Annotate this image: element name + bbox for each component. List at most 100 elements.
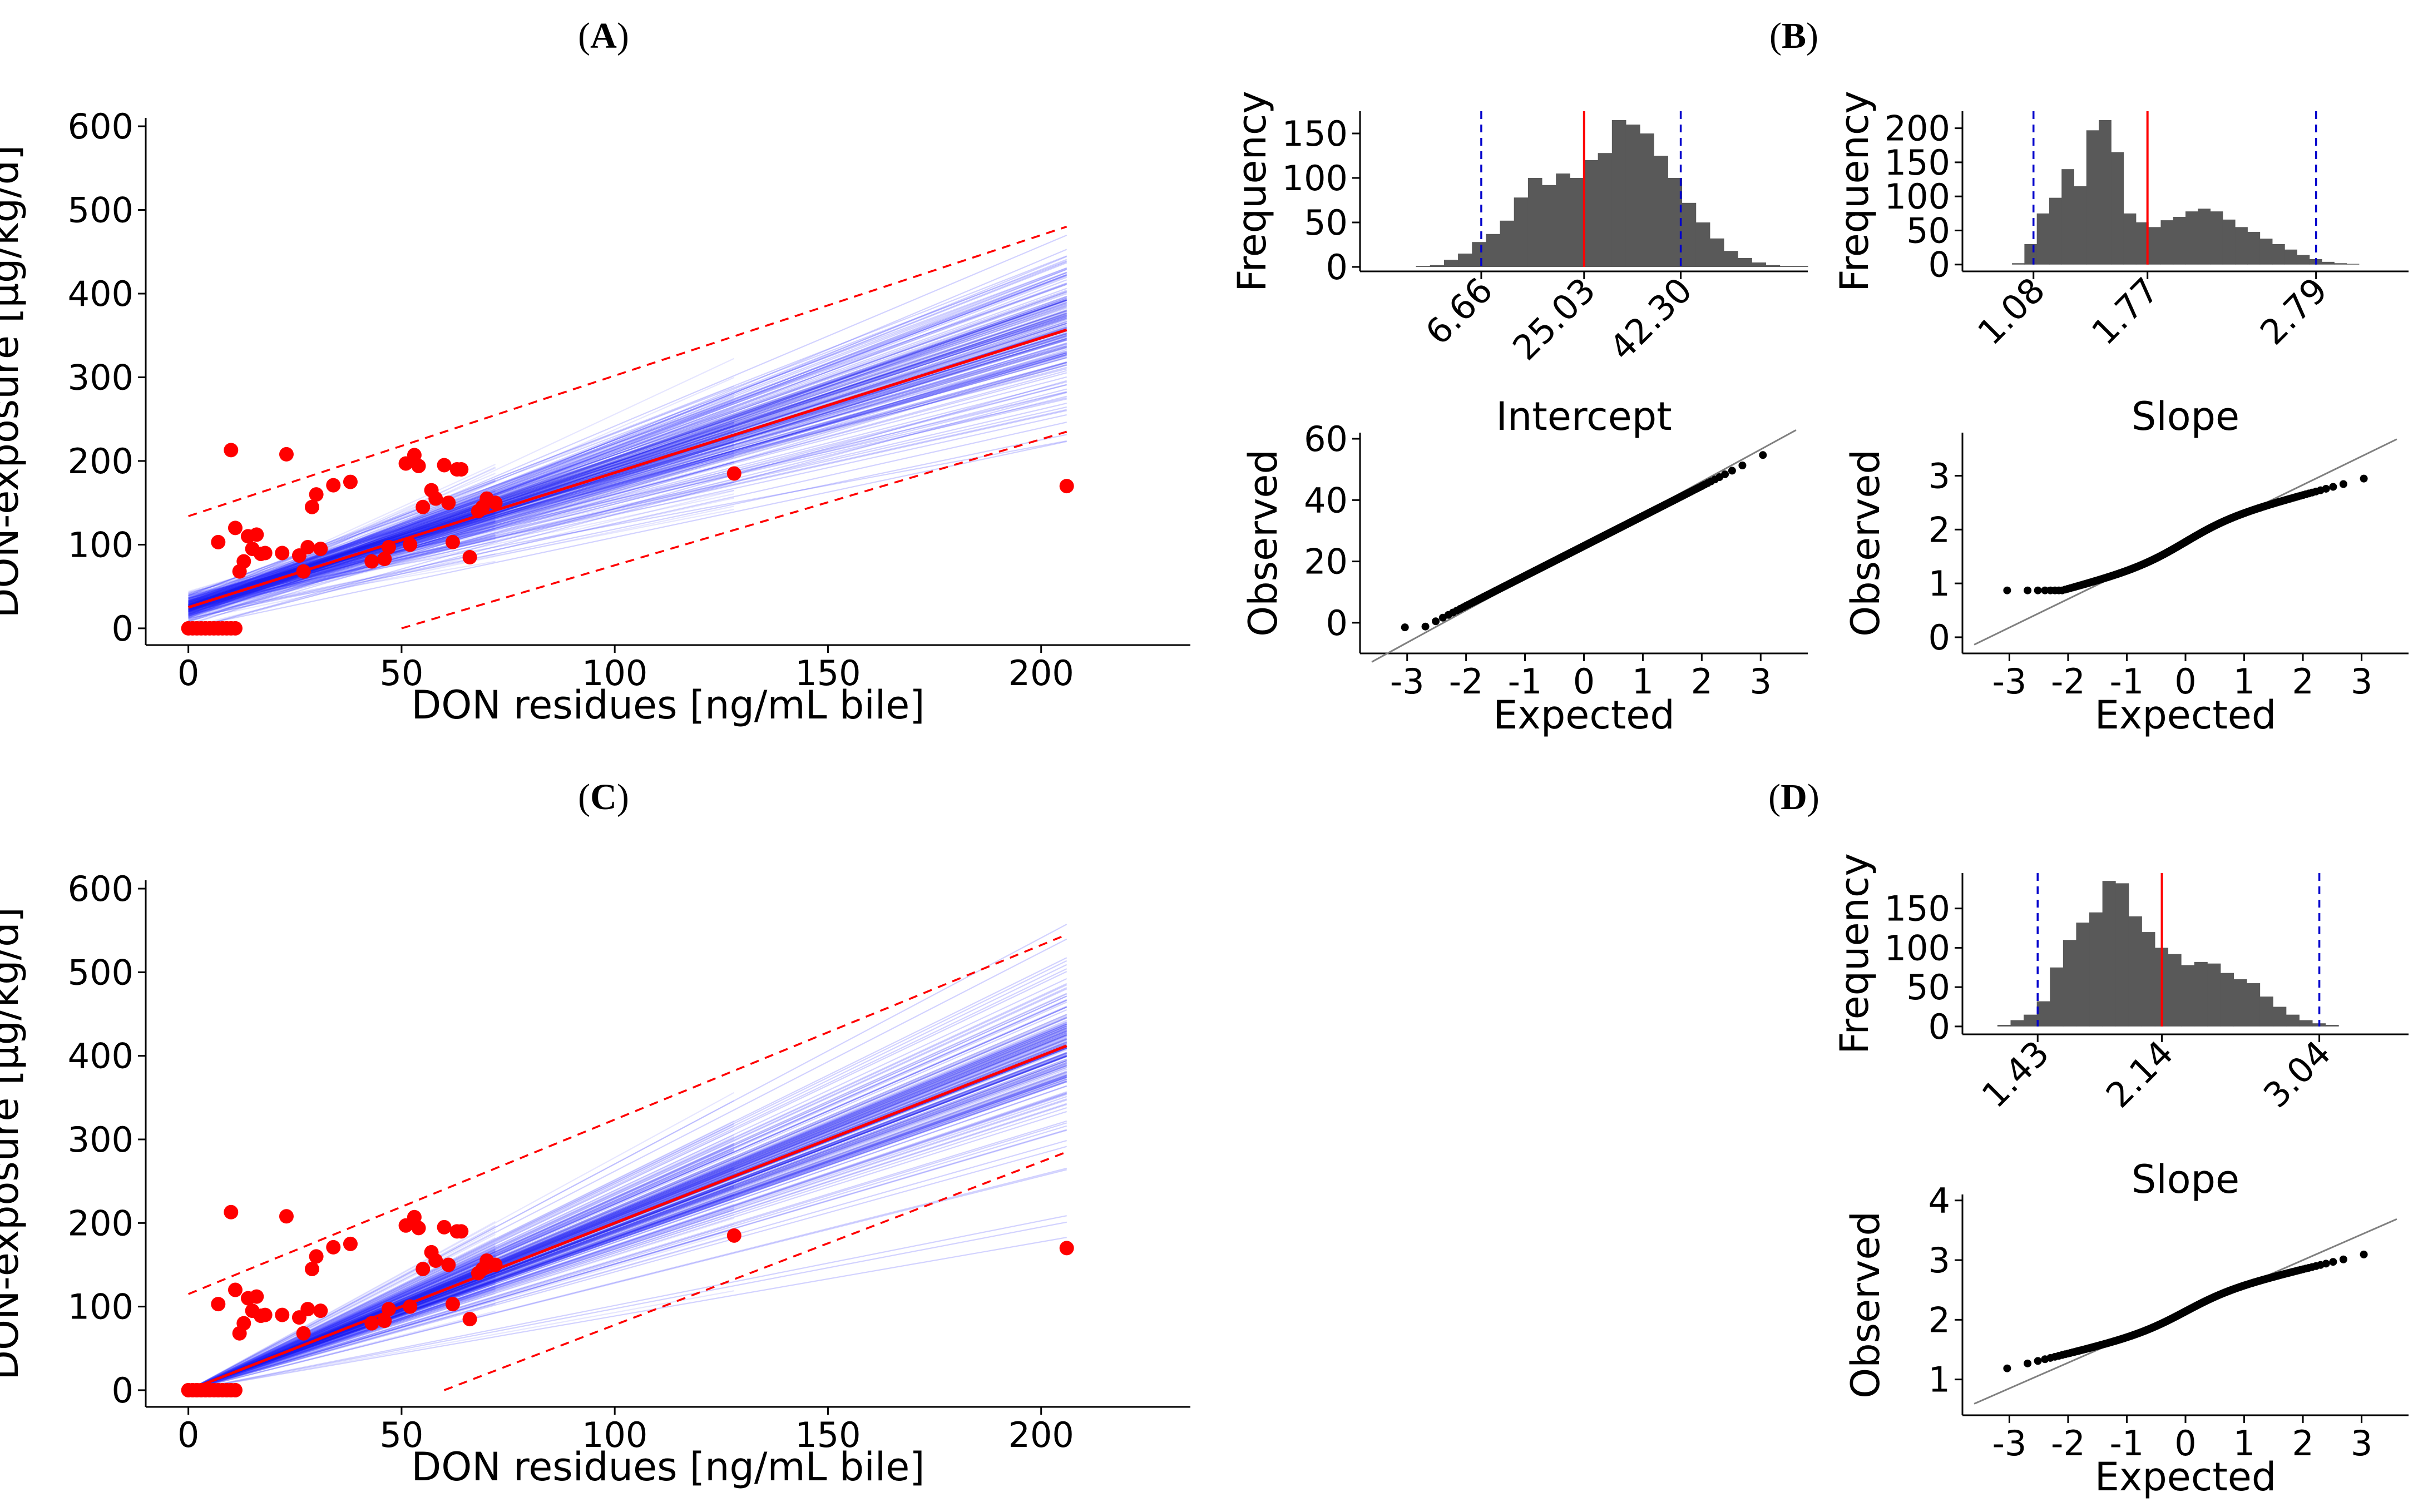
histogram-bars (1997, 881, 2339, 1027)
bootstrap-line (188, 352, 1067, 617)
data-point (228, 520, 243, 536)
bootstrap-line (188, 440, 1067, 605)
bootstrap-line (188, 310, 1067, 600)
bootstrap-line (188, 1060, 1067, 1391)
bootstrap-line (188, 460, 735, 608)
bootstrap-line (188, 282, 1067, 603)
x-tick-label: -1 (1508, 661, 1542, 702)
bootstrap-line (188, 300, 1067, 610)
bootstrap-line (188, 303, 1067, 598)
y-tick-label: 2 (1929, 509, 1950, 550)
qq-point (2034, 1357, 2042, 1365)
bootstrap-line (188, 508, 496, 603)
bootstrap-line (188, 274, 1067, 604)
bootstrap-line (188, 391, 1067, 603)
bootstrap-line (188, 1231, 735, 1391)
bootstrap-line (188, 399, 735, 596)
y-tick-label: 100 (68, 524, 133, 565)
bootstrap-line (188, 1125, 1067, 1391)
histogram-bars (1416, 120, 1808, 267)
bootstrap-line (188, 310, 1067, 606)
bootstrap-line (188, 354, 1067, 614)
data-point (407, 1209, 422, 1225)
bootstrap-line (188, 440, 735, 617)
data-point (381, 1302, 396, 1317)
x-tick-label: -1 (2110, 661, 2144, 702)
bootstrap-line (188, 409, 1067, 608)
data-point (343, 1236, 358, 1251)
bootstrap-line (188, 345, 1067, 599)
bootstrap-line (188, 1250, 496, 1391)
data-point (407, 448, 422, 463)
bootstrap-line (188, 505, 735, 622)
data-point (211, 1297, 226, 1312)
bootstrap-line (188, 1062, 1067, 1391)
bootstrap-line (188, 499, 496, 606)
bootstrap-line (188, 514, 496, 597)
bootstrap-line (188, 1002, 1067, 1391)
histogram-bar (1556, 173, 1570, 267)
histogram-bar (2099, 120, 2112, 265)
bootstrap-line (188, 993, 1067, 1391)
data-point (441, 495, 456, 510)
bootstrap-line (188, 1254, 496, 1391)
data-points (181, 443, 1074, 636)
bootstrap-line (188, 537, 496, 613)
x-tick-label: 0 (2174, 661, 2196, 702)
bootstrap-line (188, 351, 1067, 612)
data-point (1059, 1241, 1074, 1256)
bootstrap-line (188, 1283, 496, 1391)
bootstrap-line (188, 1256, 496, 1391)
histogram-bar (2036, 213, 2050, 265)
data-point (236, 1316, 251, 1331)
bootstrap-line (188, 1019, 1067, 1391)
histogram-bar (2111, 152, 2124, 265)
bootstrap-line (188, 293, 1067, 602)
bootstrap-line (188, 384, 1067, 613)
bootstrap-line (188, 422, 735, 607)
y-tick-label: 50 (1906, 210, 1950, 251)
bootstrap-line (188, 346, 1067, 611)
bootstrap-line (188, 1237, 1067, 1391)
bootstrap-line (188, 938, 1067, 1391)
bootstrap-line (188, 310, 1067, 616)
bootstrap-line (188, 1280, 496, 1391)
histogram-bar (2222, 219, 2236, 265)
x-tick-label: 2 (2292, 661, 2313, 702)
bootstrap-line (188, 1278, 496, 1391)
bootstrap-line (188, 355, 1067, 607)
bootstrap-line (188, 1085, 1067, 1391)
data-point (228, 1282, 243, 1297)
bootstrap-line (188, 1025, 1067, 1391)
bootstrap-line (188, 346, 1067, 601)
bootstrap-line (188, 1024, 1067, 1391)
data-point (313, 541, 328, 556)
bootstrap-line (188, 1023, 1067, 1391)
bootstrap-line (188, 1078, 1067, 1391)
y-tick-label: 0 (1326, 603, 1348, 643)
bootstrap-line (188, 1299, 496, 1391)
bootstrap-line (188, 1122, 1067, 1391)
data-point (377, 1313, 392, 1328)
histogram-bar (1738, 258, 1752, 267)
bootstrap-line (188, 388, 1067, 613)
histogram-bar (2235, 227, 2248, 265)
data-point (224, 1204, 239, 1219)
bootstrap-line (188, 1060, 1067, 1391)
bootstrap-line (188, 1032, 1067, 1391)
bootstrap-line (188, 1288, 496, 1391)
bootstrap-line (188, 1058, 1067, 1391)
histogram-bar (2273, 1007, 2287, 1027)
y-tick-label: 20 (1304, 542, 1348, 582)
data-point (454, 462, 469, 477)
bootstrap-line (188, 1028, 1067, 1391)
y-tick-label: 50 (1906, 967, 1950, 1008)
bootstrap-line (188, 346, 1067, 607)
y-axis-title: Frequency (1229, 91, 1275, 292)
bootstrap-line (188, 1149, 735, 1391)
histogram-bar (2063, 940, 2076, 1027)
bootstrap-line (188, 354, 1067, 622)
bootstrap-line (188, 1015, 1067, 1391)
bootstrap-line (188, 529, 496, 616)
